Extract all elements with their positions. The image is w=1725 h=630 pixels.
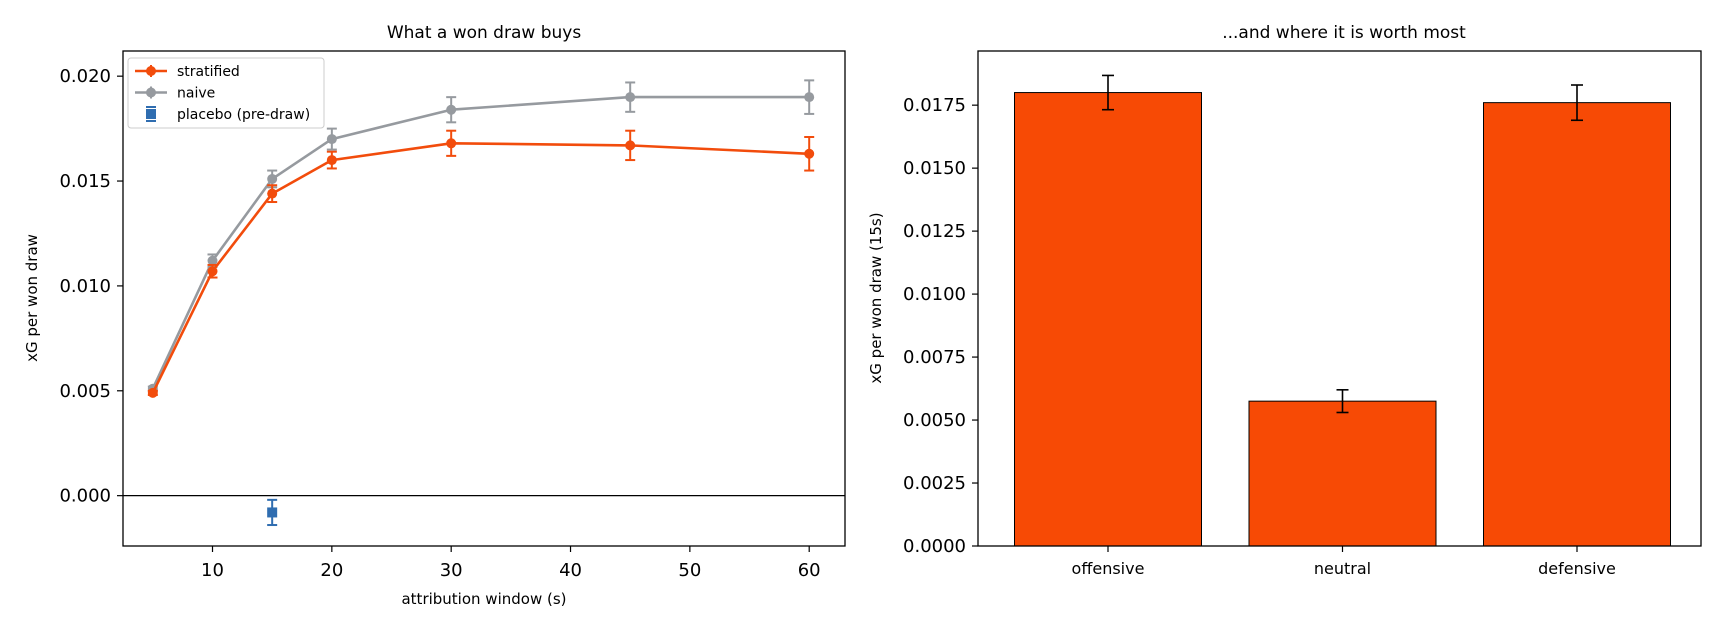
right-y-tick-label: 0.0025 [903,473,966,494]
left-y-tick-label: 0.010 [59,276,111,297]
stratified-point [804,148,815,159]
right-y-tick-label: 0.0100 [903,284,966,305]
left-chart-title: What a won draw buys [387,23,582,43]
left-x-axis-label: attribution window (s) [401,590,566,608]
right-y-tick-label: 0.0150 [903,158,966,179]
legend-item-stratified: stratified [135,64,240,80]
bar-defensive [1483,102,1671,547]
stratified-point [147,387,158,398]
category-label-offensive: offensive [1072,559,1145,578]
left-x-tick-label: 20 [320,560,343,581]
left-x-tick-label: 10 [201,560,224,581]
right-chart-title: ...and where it is worth most [1222,23,1466,43]
left-x-tick-label: 30 [440,560,463,581]
legend-label: stratified [177,64,240,80]
legend-marker [146,66,156,76]
stratified-point [207,266,218,277]
legend-frame [127,57,325,129]
left-y-axis: 0.000 0.005 0.010 0.015 0.020 [59,66,123,507]
left-series-layer [147,79,815,527]
right-y-tick-label: 0.0125 [903,221,966,242]
bar-neutral [1248,400,1437,547]
right-y-axis-label: xG per won draw (15s) [867,212,885,383]
naive-line [151,95,810,390]
left-y-tick-label: 0.000 [59,486,111,507]
legend-item-placebo: placebo (pre-draw) [146,106,310,123]
naive-point [326,134,337,145]
right-x-axis: offensive neutral defensive [1072,546,1616,578]
naive-point [804,92,815,103]
left-y-tick-label: 0.005 [59,381,111,402]
naive-point [267,173,278,184]
placebo-point [267,507,278,518]
stratified-point [625,140,636,151]
legend-marker [146,87,156,98]
left-x-axis: 10 20 30 40 50 60 [201,546,821,581]
bar-offensive [1014,92,1202,547]
legend-item-naive: naive [135,86,215,102]
right-plot-frame [977,50,1702,547]
legend-label: naive [177,86,215,102]
stratified-line [151,142,810,394]
left-y-tick-label: 0.020 [59,66,111,87]
right-y-tick-label: 0.0175 [903,95,966,116]
category-label-defensive: defensive [1538,559,1616,578]
right-y-tick-label: 0.0050 [903,410,966,431]
right-bars-layer [1014,74,1671,547]
legend-marker [146,109,156,119]
left-x-tick-label: 40 [559,560,582,581]
stratified-point [446,138,457,149]
naive-point [207,255,218,266]
stratified-point [326,155,337,166]
stratified-point [267,188,278,199]
right-y-axis: 0.0000 0.0025 0.0050 0.0075 0.0100 0.0125 0.01… [903,95,978,557]
category-label-neutral: neutral [1314,559,1371,578]
left-y-axis-label: xG per won draw [23,234,41,362]
legend: stratified naive placebo (pre-draw) [127,57,325,129]
naive-point [625,92,636,103]
left-x-tick-label: 50 [678,560,701,581]
left-chart-panel: What a won draw buys 0.000 0.005 0.010 0.01… [23,23,846,608]
left-x-tick-label: 60 [798,560,821,581]
naive-point [446,104,457,115]
right-chart-panel: ...and where it is worth most 0.00000.00… [867,23,1702,578]
right-y-tick-label: 0.0075 [903,347,966,368]
legend-label: placebo (pre-draw) [177,107,310,123]
left-plot-frame [122,50,846,547]
left-y-tick-label: 0.015 [59,171,111,192]
right-y-tick-label: 0.0000 [903,536,966,557]
